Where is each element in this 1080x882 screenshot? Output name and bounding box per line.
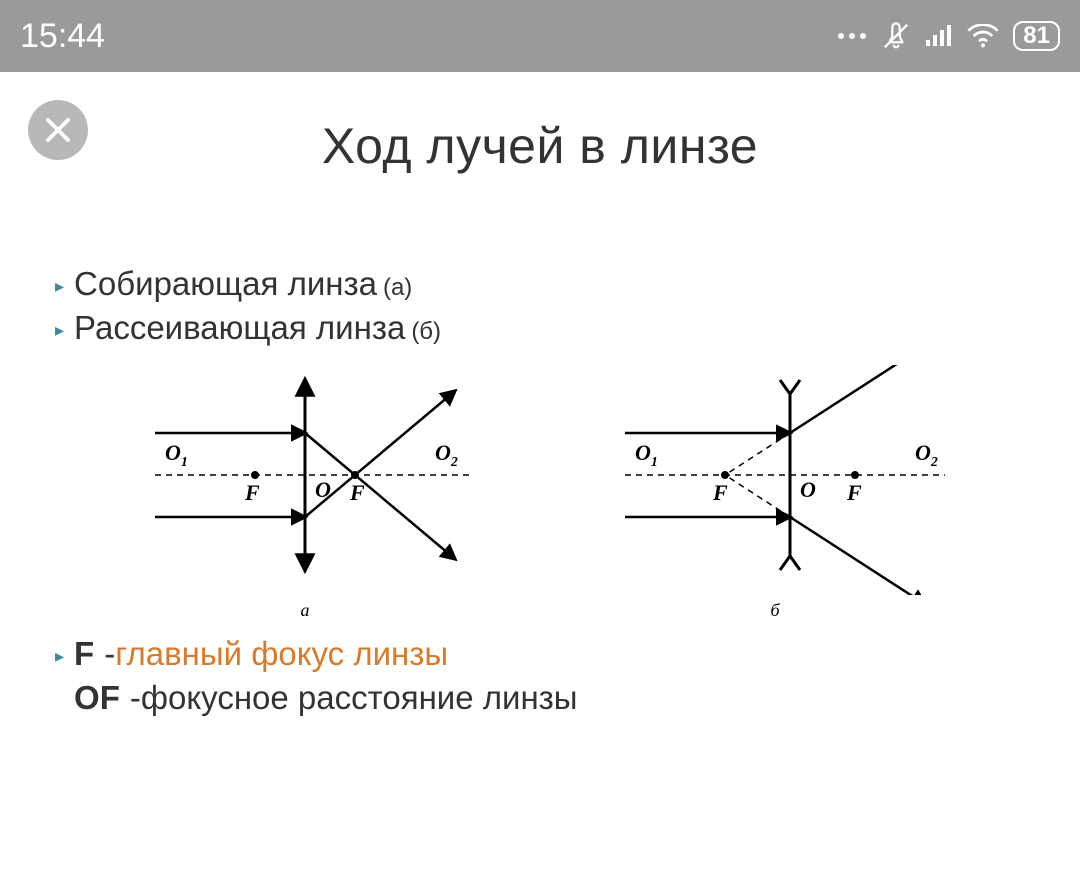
- bullet-suffix: (б): [411, 318, 441, 346]
- wifi-icon: [967, 24, 999, 48]
- svg-text:F: F: [846, 480, 862, 505]
- battery-badge: 81: [1013, 21, 1060, 51]
- more-icon: [837, 32, 867, 40]
- diagram-b-caption: б: [585, 600, 965, 621]
- close-button[interactable]: [28, 100, 88, 160]
- bullet-item: ▸ Собирающая линза (а): [55, 265, 1080, 303]
- status-time: 15:44: [20, 17, 105, 56]
- svg-text:O2: O2: [915, 440, 938, 470]
- svg-text:O2: O2: [435, 440, 458, 470]
- svg-text:O1: O1: [635, 440, 658, 470]
- svg-text:F: F: [244, 480, 260, 505]
- bullet-arrow-icon: ▸: [55, 276, 64, 297]
- definitions: ▸ F - главный фокус линзы ▸ OF - фокусно…: [55, 635, 1080, 717]
- battery-level: 81: [1023, 22, 1050, 50]
- svg-text:O: O: [800, 477, 816, 502]
- signal-icon: [925, 24, 953, 48]
- diagram-b: O1 O2 O F F б: [585, 365, 965, 621]
- bullet-item: ▸ Рассеивающая линза (б): [55, 309, 1080, 347]
- definition-desc: фокусное расстояние линзы: [141, 679, 578, 717]
- status-bar: 15:44 81: [0, 0, 1080, 72]
- definition-item: ▸ OF - фокусное расстояние линзы: [55, 679, 1080, 717]
- svg-text:F: F: [349, 480, 365, 505]
- status-icons: 81: [837, 21, 1060, 51]
- bullet-text: Собирающая линза: [74, 265, 377, 303]
- diagram-a-svg: O1O2OFF: [115, 365, 495, 595]
- definition-desc: главный фокус линзы: [115, 635, 448, 673]
- definition-term: F: [74, 635, 94, 673]
- definition-term: OF: [74, 679, 120, 717]
- page-title: Ход лучей в линзе: [0, 72, 1080, 175]
- close-icon: [43, 115, 73, 145]
- bullet-text: Рассеивающая линза: [74, 309, 405, 347]
- diagram-a: O1O2OFF а: [115, 365, 495, 621]
- definition-item: ▸ F - главный фокус линзы: [55, 635, 1080, 673]
- bullet-arrow-icon: ▸: [55, 320, 64, 341]
- bullet-arrow-icon: ▸: [55, 646, 64, 667]
- bullet-suffix: (а): [383, 274, 412, 302]
- content-area: Ход лучей в линзе ▸ Собирающая линза (а)…: [0, 72, 1080, 882]
- definition-sep: -: [104, 635, 115, 673]
- mute-icon: [881, 21, 911, 51]
- bullet-list: ▸ Собирающая линза (а) ▸ Рассеивающая ли…: [55, 265, 1080, 347]
- diagram-a-caption: а: [115, 600, 495, 621]
- svg-text:O1: O1: [165, 440, 188, 470]
- svg-text:F: F: [712, 480, 728, 505]
- definition-sep: -: [130, 679, 141, 717]
- svg-text:O: O: [315, 477, 331, 502]
- diagrams-row: O1O2OFF а O1O2OFF б: [0, 365, 1080, 621]
- diagram-b-svg: O1 O2 O F F: [585, 365, 965, 595]
